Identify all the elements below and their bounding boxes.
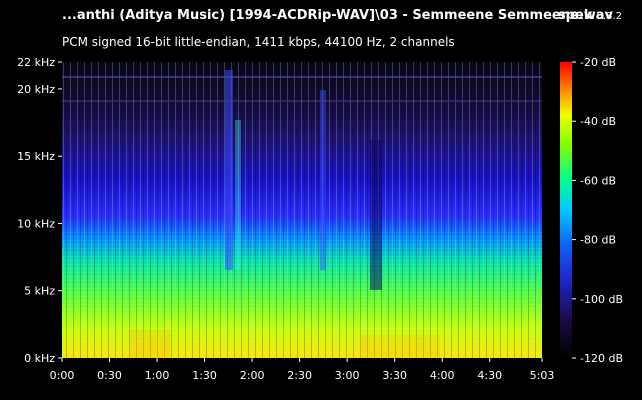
x-tick-label: 4:30: [477, 369, 502, 382]
y-tick-label: 0 kHz: [24, 352, 55, 365]
x-tick-label: 0:00: [50, 369, 75, 382]
colorbar-tick-label: -60 dB: [580, 174, 616, 187]
app-version: 0.8.2: [596, 11, 622, 22]
x-tick-label: 5:03: [530, 369, 555, 382]
x-tick-label: 3:00: [335, 369, 360, 382]
x-tick-label: 2:30: [287, 369, 312, 382]
colorbar-axis: -20 dB -40 dB -60 dB -80 dB -100 dB -120 dB: [572, 56, 623, 365]
colorbar-tick-label: -40 dB: [580, 115, 616, 128]
x-tick-label: 1:30: [192, 369, 217, 382]
x-tick-label: 2:00: [240, 369, 265, 382]
x-tick-label: 4:00: [430, 369, 455, 382]
y-tick-label: 20 kHz: [17, 83, 55, 96]
y-tick-label: 5 kHz: [24, 285, 55, 298]
file-title: ...anthi (Aditya Music) [1994-ACDRip-WAV…: [62, 8, 613, 23]
x-tick-label: 0:30: [97, 369, 122, 382]
colorbar: [560, 62, 572, 358]
y-tick-label: 10 kHz: [17, 217, 55, 230]
x-tick-label: 3:30: [382, 369, 407, 382]
x-tick-label: 1:00: [145, 369, 170, 382]
colorbar-tick-label: -120 dB: [580, 352, 623, 365]
app-name-version: spek 0.8.2: [558, 8, 622, 23]
frequency-axis: 0 kHz 5 kHz 10 kHz 15 kHz 20 kHz 22 kHz: [17, 56, 62, 365]
app-name: spek: [558, 8, 593, 23]
colorbar-tick-label: -80 dB: [580, 234, 616, 247]
colorbar-tick-label: -100 dB: [580, 293, 623, 306]
time-axis: 0:00 0:30 1:00 1:30 2:00 2:30 3:00 3:30 4:00 4:30…: [50, 358, 555, 382]
y-tick-label: 15 kHz: [17, 150, 55, 163]
y-tick-label: 22 kHz: [17, 56, 55, 69]
colorbar-tick-label: -20 dB: [580, 56, 616, 69]
audio-format-info: PCM signed 16-bit little-endian, 1411 kb…: [62, 35, 455, 49]
